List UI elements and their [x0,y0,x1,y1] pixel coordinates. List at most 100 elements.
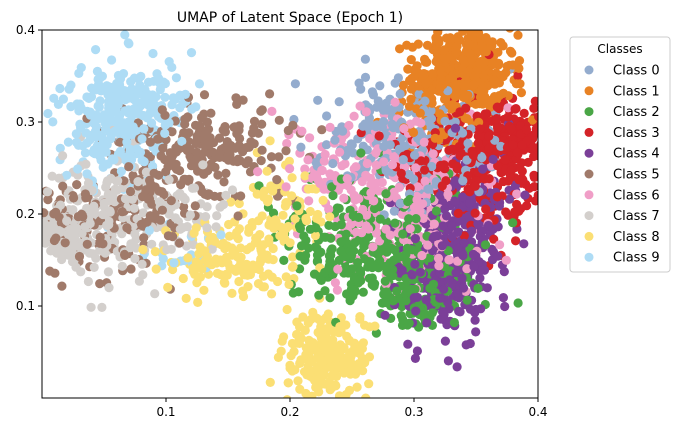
point-class-7 [198,160,208,170]
point-class-3 [455,107,465,117]
point-class-6 [394,182,404,192]
point-class-8 [300,325,310,335]
point-class-4 [411,306,421,316]
point-class-5 [57,281,67,291]
point-class-3 [477,131,487,141]
point-class-2 [326,233,336,243]
point-class-8 [193,297,203,307]
point-class-8 [360,358,370,368]
point-class-2 [296,241,307,251]
y-tick-label: 0.2 [16,207,35,221]
point-class-7 [138,208,148,218]
x-tick-label: 0.3 [404,405,423,419]
point-class-4 [520,190,530,200]
point-class-3 [510,236,521,246]
point-class-8 [285,238,295,248]
point-class-8 [216,240,226,250]
point-class-7 [57,254,67,265]
point-class-9 [177,136,187,146]
point-class-8 [318,379,328,389]
point-class-1 [415,108,425,118]
point-class-1 [465,49,475,59]
point-class-4 [410,259,420,269]
point-class-3 [537,120,538,126]
point-class-9 [81,128,91,138]
point-class-5 [51,207,61,217]
point-class-5 [72,180,82,190]
point-class-8 [265,218,275,228]
point-class-6 [354,194,364,204]
point-class-4 [473,219,483,229]
point-class-6 [320,149,330,160]
point-class-1 [431,57,441,67]
point-class-7 [72,223,82,233]
point-class-6 [362,158,372,169]
point-class-4 [493,222,503,232]
point-class-3 [473,138,483,148]
legend-marker-class-4 [584,148,594,158]
point-class-8 [259,186,269,196]
legend-items: Class 0 Class 1 Class 2 Class 3 Class 4 Class… [584,64,660,266]
point-class-2 [396,311,406,321]
point-class-2 [341,229,351,239]
legend-label-class-7: Class 7 [613,209,660,224]
point-class-0 [367,87,377,97]
point-class-5 [241,142,252,153]
point-class-3 [549,134,558,143]
point-class-9 [141,89,151,99]
point-class-9 [90,131,100,141]
point-class-9 [122,137,132,147]
point-class-6 [344,120,354,131]
point-class-7 [103,189,113,199]
point-class-9 [160,92,170,102]
point-class-5 [16,227,25,236]
point-class-0 [328,158,338,169]
point-class-8 [349,338,360,348]
point-class-2 [328,190,338,201]
point-class-2 [305,224,315,234]
point-class-7 [31,223,40,232]
point-class-9 [216,230,226,240]
point-class-4 [445,275,455,285]
point-class-2 [371,328,381,338]
point-class-1 [418,8,427,17]
point-class-1 [440,30,445,31]
point-class-8 [226,197,236,207]
point-class-2 [292,201,302,211]
point-class-1 [427,98,437,108]
point-class-9 [134,73,144,84]
point-class-0 [420,96,430,106]
point-class-7 [218,199,229,210]
point-class-7 [58,151,68,161]
point-class-9 [160,120,170,130]
chart-title: UMAP of Latent Space (Epoch 1) [177,10,403,26]
point-class-4 [482,283,492,293]
point-class-2 [380,276,390,286]
legend-label-class-2: Class 2 [613,105,660,120]
point-class-1 [439,45,450,55]
point-class-6 [339,193,349,203]
point-class-9 [85,92,95,102]
point-class-8 [219,277,229,287]
point-class-2 [354,212,364,222]
point-class-1 [407,73,417,83]
point-class-0 [354,78,364,88]
point-class-7 [202,223,212,233]
point-class-9 [167,100,177,110]
point-class-5 [232,157,242,167]
point-class-5 [115,137,125,147]
point-class-1 [407,42,418,52]
point-class-8 [331,343,342,353]
point-class-3 [374,131,384,141]
point-class-5 [281,146,291,156]
point-class-5 [186,161,197,171]
point-class-9 [159,77,169,87]
point-class-7 [130,229,140,239]
point-class-7 [99,198,109,208]
point-class-5 [49,235,60,246]
point-class-6 [385,230,395,240]
point-class-7 [129,203,139,213]
point-class-1 [478,72,489,82]
point-class-8 [247,218,257,228]
point-class-9 [168,93,178,103]
